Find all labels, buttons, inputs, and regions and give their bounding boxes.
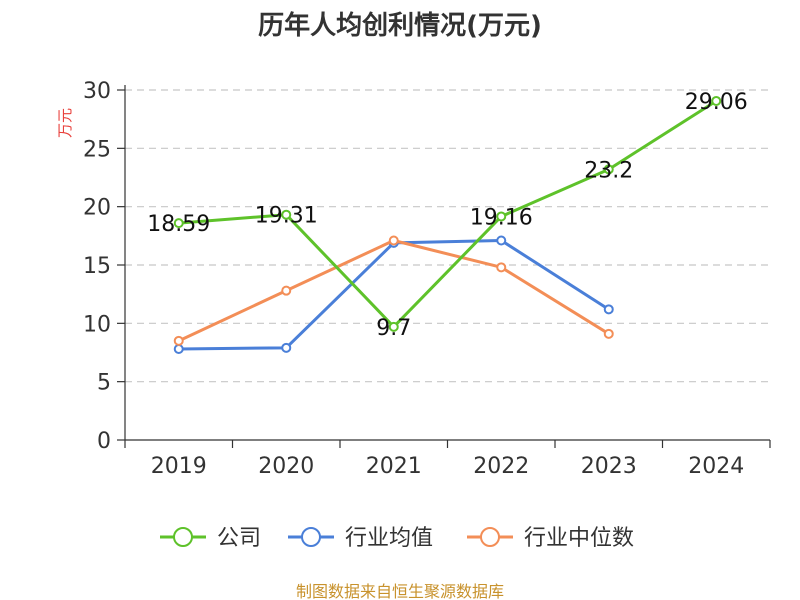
data-label: 9.7 xyxy=(376,316,411,341)
data-point xyxy=(388,235,399,246)
y-tick-label: 15 xyxy=(83,254,111,279)
data-point xyxy=(496,235,507,246)
legend-label: 行业均值 xyxy=(345,526,433,551)
series-line-0 xyxy=(178,99,718,329)
x-tick-label: 2020 xyxy=(258,454,314,479)
legend-item-1[interactable]: 行业均值 xyxy=(288,526,433,551)
axes: 0 5 10 15 20 25 30 2019 2020 2021 2022 2023 2024 xyxy=(83,79,771,479)
x-tick-label: 2021 xyxy=(366,454,422,479)
data-point xyxy=(173,344,184,354)
series-lines xyxy=(173,95,722,354)
data-point xyxy=(388,321,399,332)
legend-label: 公司 xyxy=(217,526,261,551)
y-tick-label: 25 xyxy=(83,137,111,162)
legend-item-2[interactable]: 行业中位数 xyxy=(467,526,634,551)
data-point xyxy=(603,328,614,339)
data-point xyxy=(603,164,614,175)
data-point xyxy=(711,95,722,106)
data-point xyxy=(173,335,184,346)
legend-marker xyxy=(480,527,500,547)
data-point xyxy=(281,285,292,296)
chart-title: 历年人均创利情况(万元) xyxy=(258,10,542,41)
legend-item-0[interactable]: 公司 xyxy=(160,526,261,551)
data-point xyxy=(173,218,184,229)
x-tick-label: 2022 xyxy=(473,454,529,479)
source-note: 制图数据来自恒生聚源数据库 xyxy=(296,582,504,600)
legend-marker xyxy=(301,527,321,547)
legend-marker xyxy=(173,527,193,547)
y-tick-label: 20 xyxy=(83,196,111,221)
y-tick-label: 0 xyxy=(97,429,111,454)
x-tick-label: 2024 xyxy=(688,454,744,479)
data-point xyxy=(281,209,292,220)
y-tick-label: 5 xyxy=(97,371,111,396)
y-tick-label: 10 xyxy=(83,312,111,337)
data-point xyxy=(603,304,614,315)
data-label: 23.2 xyxy=(584,158,633,183)
y-axis-label: 万元 xyxy=(56,108,74,138)
y-tick-label: 30 xyxy=(83,79,111,104)
data-point xyxy=(281,342,292,353)
x-tick-label: 2019 xyxy=(151,454,207,479)
data-labels: 18.59 19.31 9.7 19.16 23.2 29.06 xyxy=(147,90,747,341)
legend[interactable]: 公司 行业均值 行业中位数 xyxy=(160,526,634,551)
data-point xyxy=(496,211,507,222)
legend-label: 行业中位数 xyxy=(524,526,634,551)
data-point xyxy=(496,262,507,273)
data-label: 19.16 xyxy=(470,205,533,230)
x-tick-label: 2023 xyxy=(581,454,637,479)
data-label: 29.06 xyxy=(685,90,748,115)
data-label: 19.31 xyxy=(255,204,318,229)
data-label: 18.59 xyxy=(147,212,210,237)
gridlines xyxy=(125,89,770,383)
